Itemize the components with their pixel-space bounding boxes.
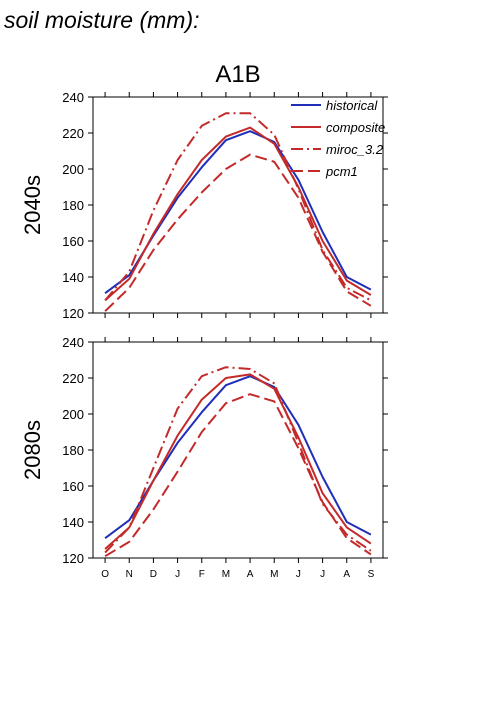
panel-2080s: 120 140 160 180 200 220 240 O N D J F M A M J J A S 2080s xyxy=(20,335,388,580)
series-line-composite xyxy=(104,126,372,302)
y-tick-label: 240 xyxy=(62,335,84,350)
legend: historical composite miroc_3.2 pcm1 xyxy=(291,98,385,179)
y-tick-label: 140 xyxy=(62,270,84,285)
x-tick-label: A xyxy=(247,569,254,580)
y-tick-label: 200 xyxy=(62,407,84,422)
series-line-composite xyxy=(104,373,372,550)
x-tick-label: J xyxy=(320,569,325,580)
series-line-miroc-3-2 xyxy=(104,112,372,302)
y-tick-label: 120 xyxy=(62,551,84,566)
x-tick-label: D xyxy=(150,569,157,580)
y-tick-label: 180 xyxy=(62,198,84,213)
x-tick-label: N xyxy=(126,569,133,580)
legend-label-historical: historical xyxy=(326,98,378,113)
x-tick-label: J xyxy=(175,569,180,580)
y-tick-label: 160 xyxy=(62,234,84,249)
x-tick-label: A xyxy=(343,569,350,580)
y-tick-label: 140 xyxy=(62,515,84,530)
legend-label-pcm1: pcm1 xyxy=(325,164,358,179)
y-axis-label: 2080s xyxy=(20,420,45,480)
panel-2040s: 120 140 160 180 200 220 240 2040s xyxy=(20,90,388,321)
y-tick-label: 200 xyxy=(62,162,84,177)
series-line-miroc-3-2 xyxy=(104,366,372,554)
x-tick-label: O xyxy=(101,569,109,580)
y-tick-label: 240 xyxy=(62,90,84,105)
y-tick-label: 160 xyxy=(62,479,84,494)
y-tick-label: 120 xyxy=(62,306,84,321)
series-line-pcm1 xyxy=(104,153,372,312)
legend-label-composite: composite xyxy=(326,120,385,135)
page-title: soil moisture (mm): xyxy=(4,7,200,33)
scenario-title: A1B xyxy=(215,61,260,88)
series-line-pcm1 xyxy=(104,393,372,558)
plot-frame xyxy=(92,341,384,559)
legend-label-miroc-3-2: miroc_3.2 xyxy=(326,142,384,157)
y-tick-label: 220 xyxy=(62,371,84,386)
x-tick-label: J xyxy=(296,569,301,580)
x-tick-label: S xyxy=(368,569,375,580)
y-tick-label: 180 xyxy=(62,443,84,458)
x-tick-label: M xyxy=(222,569,230,580)
y-tick-label: 220 xyxy=(62,126,84,141)
x-tick-label: M xyxy=(270,569,278,580)
x-tick-label: F xyxy=(199,569,205,580)
y-axis-label: 2040s xyxy=(20,175,45,235)
